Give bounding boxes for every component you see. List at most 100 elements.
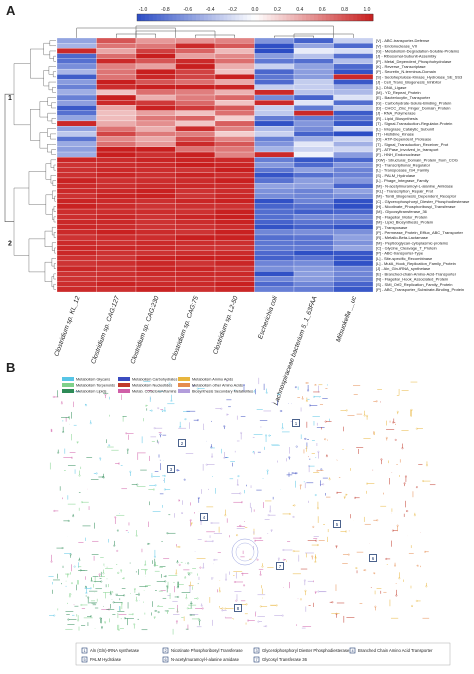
pathway-node: [184, 576, 187, 579]
cluster-label: 1: [8, 95, 12, 102]
pathway-node: [153, 427, 156, 430]
scale-swatch: [286, 14, 291, 21]
heatmap-cell: [254, 74, 295, 80]
pathway-node: [424, 550, 427, 553]
pathway-node: [294, 472, 297, 475]
heatmap-cell: [293, 43, 334, 49]
pathway-node: [200, 604, 203, 607]
heatmap-cell: [96, 146, 137, 153]
pathway-node: [166, 610, 169, 613]
heatmap-cell: [56, 105, 97, 111]
heatmap-cell: [333, 265, 374, 272]
heatmap-cell: [293, 151, 334, 158]
row-dendro-branch: [44, 261, 52, 282]
metabolic-pathway-map: 1 2 3 4 5 6 7 8: [48, 377, 436, 635]
pathway-node: [118, 462, 120, 465]
pathway-node: [345, 530, 348, 533]
heatmap-cell: [175, 260, 216, 267]
enzyme-label: Glycerolphosphoryl Diester Phosphodieste…: [262, 648, 350, 653]
pathway-node: [237, 475, 240, 478]
pathway-node: [87, 596, 90, 599]
scale-swatch: [223, 14, 228, 21]
heatmap-cell: [293, 131, 334, 137]
pathway-node: [101, 625, 103, 628]
heatmap-cell: [333, 58, 374, 65]
pathway-node: [120, 602, 123, 605]
pathway-node: [135, 534, 138, 537]
heatmap-cell: [214, 79, 255, 85]
heatmap-cell: [293, 177, 334, 184]
heatmap-cell: [96, 94, 137, 101]
heatmap-cell: [293, 37, 334, 44]
scale-swatch: [255, 14, 260, 21]
pathway-node: [189, 614, 192, 616]
pathway-node: [253, 390, 256, 393]
scale-swatch: [180, 14, 185, 21]
heatmap-cell: [175, 198, 216, 205]
heatmap-cell: [56, 94, 97, 101]
row-label: [N] - Flagellar_Motor_Protein: [376, 214, 427, 219]
pathway-node: [322, 483, 325, 486]
heatmap-cell: [254, 265, 295, 272]
enzyme-label: Branched Chain Amino Acid Transporter: [358, 648, 433, 653]
row-dendro-branch: [47, 97, 52, 106]
heatmap-cell: [96, 188, 137, 194]
pathway-node: [236, 483, 239, 486]
heatmap-cell: [254, 271, 295, 277]
pathway-legend-label: Metabolism Carbohydrates: [132, 378, 177, 382]
heatmap-cell: [175, 48, 216, 54]
heatmap-cell: [96, 141, 137, 147]
pathway-legend-label: Biosynthesis Secondary Metabolites: [192, 390, 253, 394]
heatmap-cell: [293, 94, 334, 101]
heatmap-cell: [333, 79, 374, 85]
heatmap-cell: [293, 110, 334, 116]
pathway-node: [210, 446, 213, 449]
row-label: [N] - Flagellar_Hook_Associated_Protein: [376, 277, 448, 282]
heatmap-cell: [214, 208, 255, 215]
pathway-node: [72, 515, 75, 518]
heatmap-cell: [175, 271, 216, 277]
pathway-node: [385, 436, 388, 439]
pathway-node: [85, 592, 88, 595]
enzyme-number: 1: [83, 649, 85, 653]
heatmap-cell: [56, 240, 97, 246]
pathway-node: [125, 432, 128, 435]
pathway-node: [69, 593, 72, 596]
row-dendro-branch: [53, 164, 56, 171]
heatmap-cell: [333, 84, 374, 90]
heatmap-cell: [135, 146, 176, 153]
heatmap-cell: [214, 229, 255, 236]
pathway-node: [126, 448, 129, 451]
heatmap-cell: [96, 255, 137, 262]
heatmap-cell: [135, 234, 176, 241]
heatmap-cell: [214, 125, 255, 132]
heatmap-cell: [56, 224, 97, 230]
heatmap-cell: [254, 68, 295, 75]
pathway-node: [223, 425, 226, 428]
pathway-node: [313, 395, 315, 398]
heatmap-cell: [214, 48, 255, 54]
pathway-node: [113, 544, 116, 547]
heatmap-cell: [333, 208, 374, 215]
scale-swatch: [302, 14, 307, 21]
pathway-node: [267, 514, 270, 517]
scale-tick-label: -1.0: [139, 7, 148, 13]
heatmap-cell: [175, 276, 216, 282]
pathway-node: [81, 501, 83, 504]
heatmap-cell: [333, 89, 374, 96]
scale-swatch: [211, 14, 217, 21]
pathway-swatch: [118, 383, 130, 387]
pathway-node: [304, 589, 307, 592]
heatmap-cell: [293, 68, 334, 75]
pathway-node: [176, 586, 179, 589]
pathway-legend-label: Metab. Cofactors/Vitamins: [132, 390, 177, 394]
heatmap-cell: [254, 172, 295, 179]
pathway-node: [152, 488, 155, 491]
map-marker-number: 3: [170, 467, 173, 472]
row-dendro-branch: [52, 180, 56, 186]
map-marker: [292, 419, 300, 427]
heatmap-cell: [254, 115, 295, 122]
heatmap-cell: [96, 43, 137, 49]
pathway-node: [104, 620, 107, 623]
scale-swatch: [270, 14, 276, 21]
